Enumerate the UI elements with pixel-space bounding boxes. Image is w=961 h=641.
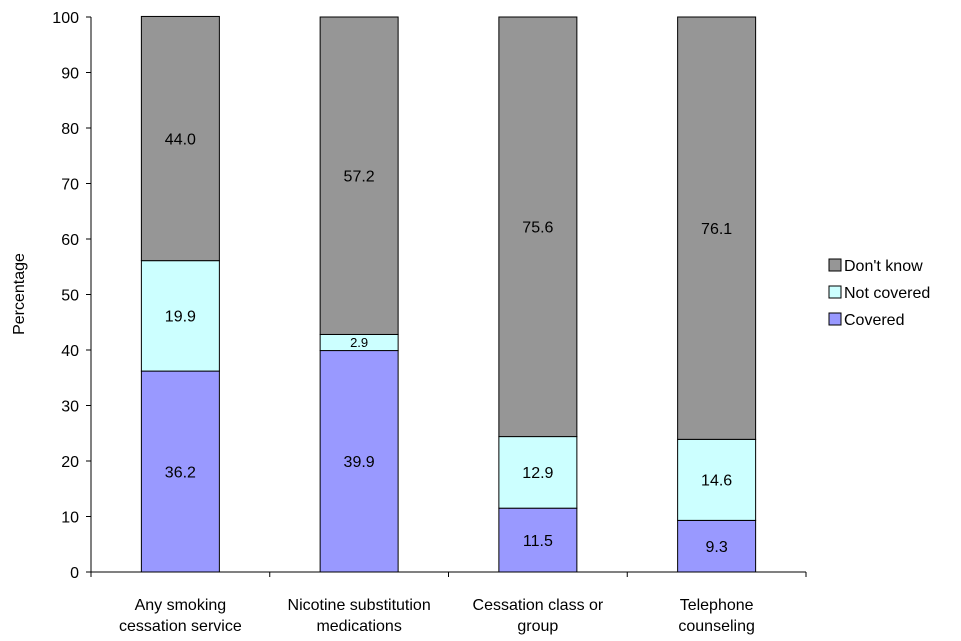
data-label: 9.3 — [706, 539, 728, 556]
y-tick-label: 50 — [61, 288, 79, 305]
x-category-label: cessation service — [119, 618, 242, 635]
x-category-label: Nicotine substitution — [288, 597, 431, 614]
bar-segment-don-t-know — [498, 16, 578, 438]
bar-segment-covered — [677, 519, 757, 573]
bar-segment-covered — [140, 370, 220, 573]
legend-label-don-t-know: Don't know — [844, 258, 923, 275]
bars: 36.2 19.9 44.0 39.9 2.9 57.2 11.5 12.9 75.6 9.3 14… — [140, 15, 757, 573]
legend-label-covered: Covered — [844, 312, 904, 329]
y-tick-label: 70 — [61, 177, 79, 194]
bar-segment-covered — [319, 350, 399, 573]
bar-segment-not-covered — [498, 436, 578, 509]
x-category-label: group — [517, 618, 558, 635]
bar-segment-not-covered — [677, 438, 757, 521]
data-label: 44.0 — [165, 131, 196, 148]
data-label: 76.1 — [701, 221, 732, 238]
bar-segment-don-t-know — [677, 16, 757, 440]
data-label: 75.6 — [522, 220, 553, 237]
bar-segment-don-t-know — [140, 15, 220, 262]
y-tick-label: 60 — [61, 232, 79, 249]
x-category-label: counseling — [678, 618, 755, 635]
data-label: 36.2 — [165, 464, 196, 481]
data-label: 57.2 — [344, 168, 375, 185]
y-tick-label: 10 — [61, 510, 79, 527]
legend-label-not-covered: Not covered — [844, 285, 930, 302]
data-label: 39.9 — [344, 454, 375, 471]
axes: 0 10 20 30 40 50 60 70 80 90 100 Any smoking cessati… — [52, 10, 807, 635]
y-axis-title: Percentage — [11, 253, 28, 335]
data-label: 12.9 — [522, 465, 553, 482]
data-label: 14.6 — [701, 473, 732, 490]
data-label: 11.5 — [523, 533, 553, 550]
bar-segment-don-t-know — [319, 16, 399, 335]
legend: Don't know Not covered Covered — [828, 258, 930, 329]
y-tick-label: 100 — [52, 10, 79, 27]
legend-swatch-covered — [828, 312, 842, 326]
y-tick-label: 80 — [61, 121, 79, 138]
legend-swatch-not-covered — [828, 285, 842, 299]
legend-swatch-don-t-know — [828, 258, 842, 272]
data-label: 19.9 — [165, 309, 196, 326]
x-category-label: Cessation class or — [473, 597, 604, 614]
x-category-label: Any smoking — [135, 597, 227, 614]
y-tick-label: 0 — [70, 565, 79, 582]
y-tick-label: 40 — [61, 343, 79, 360]
x-category-label: medications — [316, 618, 401, 635]
x-category-label: Telephone — [680, 597, 754, 614]
y-tick-label: 90 — [61, 66, 79, 83]
data-label: 2.9 — [350, 335, 368, 350]
y-tick-label: 20 — [61, 454, 79, 471]
bar-segment-not-covered — [140, 260, 220, 372]
y-tick-label: 30 — [61, 399, 79, 416]
